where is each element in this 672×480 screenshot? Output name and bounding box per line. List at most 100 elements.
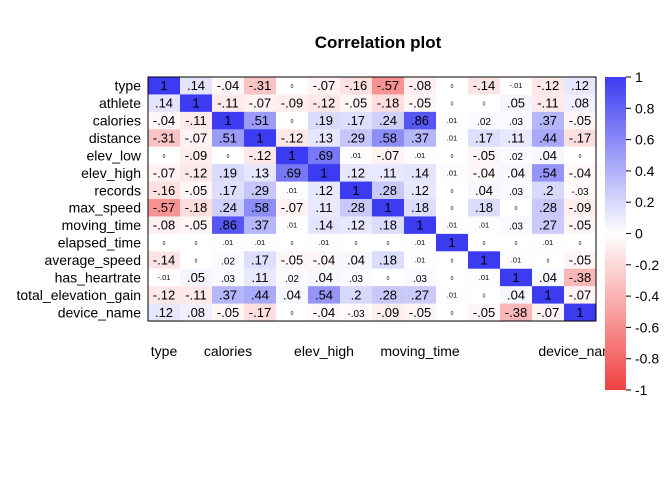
heatmap-cell [532, 181, 565, 200]
heatmap-cell [276, 129, 309, 148]
heatmap-cell [180, 251, 213, 270]
heatmap-cell [404, 199, 437, 217]
y-tick-label: calories [93, 113, 141, 129]
heatmap-cell [244, 216, 277, 235]
heatmap-cell [244, 251, 277, 270]
heatmap-cell [308, 268, 341, 287]
heatmap-cell [468, 303, 501, 322]
x-tick-label: moving_time [380, 343, 460, 359]
cell-value-label: .01 [415, 256, 425, 265]
heatmap-cell [500, 233, 533, 252]
heatmap-cell [532, 216, 565, 235]
heatmap-cells: 1 .14 -.04 -.31 0 -.07 -.16 -.57 -.08 0 -.14 -.01 -.… [147, 76, 597, 322]
heatmap-cell [372, 268, 405, 287]
heatmap-cell [180, 268, 213, 287]
heatmap-cell [500, 164, 533, 183]
cell-value-label: .01 [415, 238, 425, 247]
cell-value-label: -.05 [345, 96, 367, 111]
heatmap-cell [212, 251, 245, 270]
cell-value-label: .04 [539, 270, 557, 285]
heatmap-cell [436, 216, 469, 235]
cell-value-label: 1 [576, 305, 583, 320]
heatmap-cell [244, 77, 277, 95]
cell-value-label: .37 [411, 131, 429, 146]
heatmap-cell [148, 181, 181, 200]
cell-value-label: -.05 [569, 113, 591, 128]
heatmap-cell [564, 303, 597, 322]
cell-value-label: -.03 [571, 187, 589, 198]
cell-value-label: .17 [219, 183, 237, 198]
heatmap-cell [372, 94, 405, 113]
heatmap-cell [148, 77, 181, 95]
heatmap-cell [436, 164, 469, 183]
heatmap-cell [340, 199, 373, 217]
y-tick-label: moving_time [62, 217, 142, 233]
heatmap-cell [212, 216, 245, 235]
y-tick-label: athlete [99, 95, 141, 111]
legend-tick-label: 1 [635, 69, 643, 85]
cell-value-label: .03 [509, 117, 523, 128]
heatmap-cell [148, 268, 181, 287]
heatmap-cell [372, 286, 405, 305]
heatmap-cell [212, 129, 245, 148]
legend-tick-label: -0.6 [635, 319, 659, 335]
cell-value-label: 0 [163, 241, 166, 247]
cell-value-label: -.11 [185, 113, 206, 128]
heatmap-border [147, 76, 597, 322]
cell-value-label: -.57 [377, 78, 399, 93]
heatmap-cell [180, 233, 213, 252]
cell-value-label: .01 [319, 238, 329, 247]
heatmap-cell [276, 94, 309, 113]
cell-value-label: 0 [579, 154, 582, 160]
y-tick-label: elapsed_time [58, 235, 141, 251]
cell-value-label: -.05 [569, 253, 591, 268]
heatmap-cell [436, 146, 469, 165]
heatmap-cell [404, 216, 437, 235]
x-axis-labels: type calories elev_high moving_time device_n… [151, 343, 622, 359]
heatmap-cell [436, 286, 469, 305]
heatmap-cell [308, 199, 341, 217]
cell-value-label: -.12 [281, 131, 303, 146]
cell-value-label: .11 [507, 131, 524, 146]
heatmap-cell [532, 251, 565, 270]
cell-value-label: 1 [416, 218, 423, 233]
heatmap-cell [372, 303, 405, 322]
heatmap-cell [308, 111, 341, 130]
heatmap-cell [372, 181, 405, 200]
cell-value-label: -.05 [473, 148, 495, 163]
heatmap-cell [404, 77, 437, 95]
heatmap-cell [276, 181, 309, 200]
x-tick-label: calories [204, 343, 252, 359]
cell-value-label: 0 [483, 241, 486, 247]
cell-value-label: -.04 [153, 113, 175, 128]
cell-value-label: .01 [479, 273, 489, 282]
cell-value-label: 0 [451, 154, 454, 160]
heatmap-cell [308, 181, 341, 200]
heatmap-cell [212, 94, 245, 113]
heatmap-cell [244, 268, 277, 287]
cell-value-label: -.05 [409, 96, 431, 111]
heatmap-cell [532, 303, 565, 322]
heatmap-cell [372, 77, 405, 95]
heatmap-cell [148, 216, 181, 235]
cell-value-label: -.18 [377, 96, 399, 111]
legend-tick-label: -0.2 [635, 257, 659, 273]
cell-value-label: -.05 [185, 183, 207, 198]
cell-value-label: .01 [447, 221, 457, 230]
heatmap-cell [564, 111, 597, 130]
heatmap-cell [468, 129, 501, 148]
cell-value-label: -.05 [281, 253, 303, 268]
cell-value-label: -.04 [313, 305, 335, 320]
cell-value-label: -.05 [185, 218, 207, 233]
cell-value-label: .27 [539, 218, 557, 233]
cell-value-label: .18 [379, 218, 397, 233]
heatmap-cell [212, 111, 245, 130]
cell-value-label: .05 [187, 270, 205, 285]
heatmap-cell [308, 94, 341, 113]
cell-value-label: 1 [544, 287, 551, 302]
legend-tick-label: 0.4 [635, 163, 655, 179]
heatmap-cell [148, 111, 181, 130]
cell-value-label: .01 [287, 186, 297, 195]
y-tick-label: average_speed [44, 252, 141, 268]
heatmap-cell [532, 286, 565, 305]
